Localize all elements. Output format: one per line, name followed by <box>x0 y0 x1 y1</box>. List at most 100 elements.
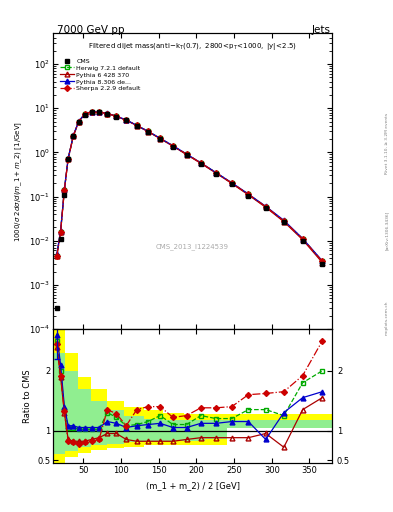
Pythia 6 428 370 <box>281 219 286 225</box>
Pythia 8.306 de... <box>58 227 63 233</box>
Herwig 7.2.1 default <box>213 169 218 176</box>
Herwig 7.2.1 default <box>114 113 119 119</box>
CMS <box>198 161 203 167</box>
CMS <box>320 261 325 267</box>
Pythia 8.306 de... <box>105 110 110 116</box>
Sherpa 2.2.9 default <box>263 204 268 210</box>
Sherpa 2.2.9 default <box>66 156 70 162</box>
Herwig 7.2.1 default <box>97 109 101 115</box>
Pythia 6 428 370 <box>263 204 268 210</box>
Pythia 8.306 de... <box>62 186 67 193</box>
Pythia 6 428 370 <box>171 143 175 150</box>
Sherpa 2.2.9 default <box>281 218 286 224</box>
CMS <box>58 236 63 242</box>
Herwig 7.2.1 default <box>105 111 110 117</box>
Line: CMS: CMS <box>54 110 325 310</box>
Herwig 7.2.1 default <box>263 204 268 210</box>
Herwig 7.2.1 default <box>58 228 63 234</box>
Pythia 6 428 370 <box>246 192 251 198</box>
CMS <box>171 143 175 150</box>
Pythia 8.306 de... <box>66 155 70 161</box>
Pythia 8.306 de... <box>158 135 162 141</box>
Sherpa 2.2.9 default <box>158 135 162 141</box>
Pythia 8.306 de... <box>89 109 94 115</box>
Text: Rivet 3.1.10, ≥ 3.2M events: Rivet 3.1.10, ≥ 3.2M events <box>385 113 389 174</box>
Pythia 6 428 370 <box>198 160 203 166</box>
CMS <box>89 109 94 115</box>
Sherpa 2.2.9 default <box>134 122 139 129</box>
Pythia 8.306 de... <box>146 129 151 135</box>
Text: Jets: Jets <box>311 25 330 35</box>
Sherpa 2.2.9 default <box>71 133 76 139</box>
CMS <box>97 109 101 115</box>
Herwig 7.2.1 default <box>300 236 305 242</box>
Pythia 6 428 370 <box>55 253 59 259</box>
Pythia 6 428 370 <box>83 111 87 117</box>
CMS <box>83 112 87 118</box>
Herwig 7.2.1 default <box>89 109 94 115</box>
Pythia 8.306 de... <box>198 160 203 166</box>
Sherpa 2.2.9 default <box>246 191 251 198</box>
Herwig 7.2.1 default <box>55 253 59 259</box>
Pythia 8.306 de... <box>114 113 119 119</box>
Text: [arXiv:1306.3436]: [arXiv:1306.3436] <box>385 211 389 250</box>
CMS <box>213 170 218 177</box>
Sherpa 2.2.9 default <box>83 111 87 117</box>
Sherpa 2.2.9 default <box>105 111 110 117</box>
Herwig 7.2.1 default <box>66 156 70 162</box>
Pythia 8.306 de... <box>97 109 101 115</box>
Herwig 7.2.1 default <box>76 118 81 124</box>
Y-axis label: Ratio to CMS: Ratio to CMS <box>22 369 31 423</box>
Pythia 8.306 de... <box>124 117 129 123</box>
Sherpa 2.2.9 default <box>198 160 203 166</box>
Herwig 7.2.1 default <box>198 160 203 166</box>
Pythia 6 428 370 <box>300 237 305 243</box>
Pythia 6 428 370 <box>58 228 63 234</box>
Herwig 7.2.1 default <box>230 180 234 186</box>
CMS <box>76 119 81 125</box>
Pythia 6 428 370 <box>105 111 110 117</box>
Herwig 7.2.1 default <box>146 129 151 135</box>
Sherpa 2.2.9 default <box>62 187 67 193</box>
Pythia 6 428 370 <box>184 152 189 158</box>
CMS <box>71 133 76 139</box>
CMS <box>146 129 151 135</box>
Text: mcplots.cern.ch: mcplots.cern.ch <box>385 300 389 335</box>
Pythia 6 428 370 <box>320 260 325 266</box>
Pythia 6 428 370 <box>71 133 76 139</box>
Text: Filtered dijet mass$\mathregular{(anti\!-\!k_T(0.7),\ 2800\!<\!p_T\!<\!1000,\ |y: Filtered dijet mass$\mathregular{(anti\!… <box>88 40 297 52</box>
CMS <box>55 305 59 311</box>
Sherpa 2.2.9 default <box>76 118 81 124</box>
Herwig 7.2.1 default <box>184 151 189 157</box>
Pythia 8.306 de... <box>230 180 234 186</box>
Pythia 8.306 de... <box>263 203 268 209</box>
Pythia 6 428 370 <box>62 187 67 193</box>
Pythia 6 428 370 <box>76 119 81 125</box>
Pythia 6 428 370 <box>114 113 119 119</box>
Pythia 8.306 de... <box>55 251 59 257</box>
Legend: CMS, Herwig 7.2.1 default, Pythia 6 428 370, Pythia 8.306 de..., Sherpa 2.2.9 de: CMS, Herwig 7.2.1 default, Pythia 6 428 … <box>59 57 142 93</box>
CMS <box>114 114 119 120</box>
Pythia 8.306 de... <box>246 191 251 197</box>
CMS <box>281 219 286 225</box>
Herwig 7.2.1 default <box>320 258 325 264</box>
CMS <box>105 111 110 117</box>
Pythia 6 428 370 <box>124 117 129 123</box>
Sherpa 2.2.9 default <box>213 169 218 176</box>
Pythia 8.306 de... <box>300 236 305 242</box>
Pythia 8.306 de... <box>281 217 286 223</box>
Line: Herwig 7.2.1 default: Herwig 7.2.1 default <box>54 109 325 264</box>
Herwig 7.2.1 default <box>171 143 175 149</box>
Pythia 8.306 de... <box>320 258 325 264</box>
CMS <box>62 191 67 198</box>
CMS <box>134 123 139 129</box>
Herwig 7.2.1 default <box>83 111 87 117</box>
CMS <box>230 181 234 187</box>
CMS <box>184 152 189 158</box>
Pythia 8.306 de... <box>71 132 76 138</box>
Sherpa 2.2.9 default <box>124 117 129 123</box>
CMS <box>263 205 268 211</box>
Sherpa 2.2.9 default <box>146 129 151 135</box>
Herwig 7.2.1 default <box>62 187 67 193</box>
Sherpa 2.2.9 default <box>184 151 189 157</box>
